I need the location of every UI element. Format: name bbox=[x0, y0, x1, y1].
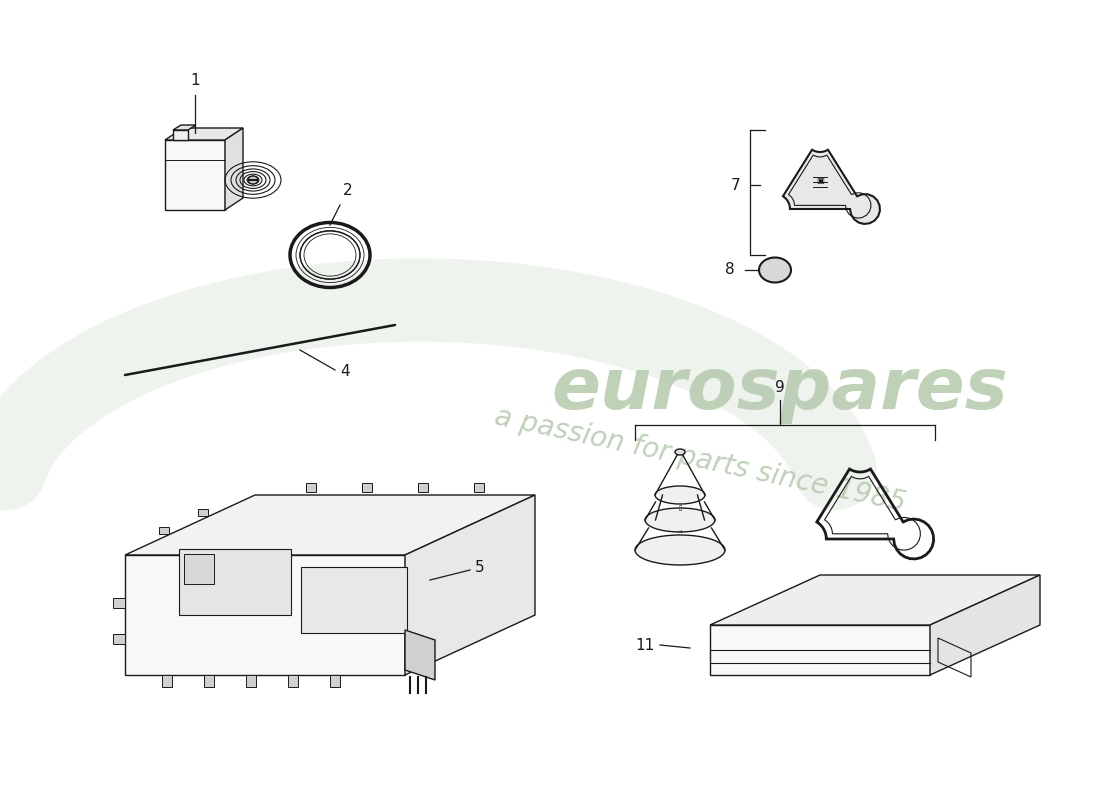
Polygon shape bbox=[160, 527, 169, 534]
Text: 4: 4 bbox=[340, 365, 350, 379]
Polygon shape bbox=[165, 128, 243, 140]
Text: eurospares: eurospares bbox=[551, 355, 1009, 425]
Polygon shape bbox=[301, 567, 407, 633]
Ellipse shape bbox=[248, 176, 258, 184]
Text: 8: 8 bbox=[725, 262, 735, 278]
Text: a passion for parts since 1985: a passion for parts since 1985 bbox=[492, 402, 909, 518]
Text: 1: 1 bbox=[190, 73, 200, 88]
Polygon shape bbox=[173, 130, 188, 140]
Polygon shape bbox=[246, 675, 256, 687]
Polygon shape bbox=[405, 495, 535, 675]
Polygon shape bbox=[930, 575, 1040, 675]
Text: 11: 11 bbox=[636, 638, 654, 653]
Polygon shape bbox=[184, 554, 214, 584]
Text: 2: 2 bbox=[343, 183, 353, 198]
Ellipse shape bbox=[675, 449, 685, 455]
Text: 5: 5 bbox=[475, 561, 485, 575]
Polygon shape bbox=[179, 549, 292, 615]
Ellipse shape bbox=[645, 508, 715, 532]
Text: 7: 7 bbox=[730, 178, 740, 193]
Text: 9: 9 bbox=[776, 380, 785, 395]
Polygon shape bbox=[226, 128, 243, 210]
Polygon shape bbox=[198, 509, 208, 516]
Ellipse shape bbox=[654, 486, 705, 504]
Polygon shape bbox=[405, 630, 435, 680]
Text: →: → bbox=[678, 530, 683, 536]
Ellipse shape bbox=[635, 535, 725, 565]
Polygon shape bbox=[362, 483, 372, 492]
Polygon shape bbox=[204, 675, 214, 687]
Polygon shape bbox=[162, 675, 172, 687]
Polygon shape bbox=[330, 675, 340, 687]
Polygon shape bbox=[288, 675, 298, 687]
Polygon shape bbox=[783, 150, 880, 224]
Polygon shape bbox=[306, 483, 316, 492]
Text: ▣: ▣ bbox=[816, 176, 824, 185]
Polygon shape bbox=[173, 125, 196, 130]
Polygon shape bbox=[710, 575, 1040, 625]
Polygon shape bbox=[474, 483, 484, 492]
Text: 🚗: 🚗 bbox=[679, 506, 682, 511]
Polygon shape bbox=[113, 634, 125, 644]
Polygon shape bbox=[418, 483, 428, 492]
Polygon shape bbox=[113, 598, 125, 608]
Polygon shape bbox=[125, 555, 405, 675]
Ellipse shape bbox=[759, 258, 791, 282]
Polygon shape bbox=[165, 140, 226, 210]
Polygon shape bbox=[125, 495, 535, 555]
Polygon shape bbox=[710, 625, 930, 675]
